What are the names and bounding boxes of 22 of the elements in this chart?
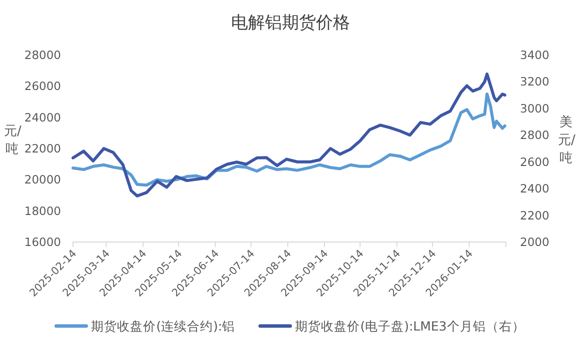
- y-tick-label: 18000: [24, 204, 61, 218]
- y2-tick-label: 2600: [520, 154, 550, 169]
- legend-label: 期货收盘价(电子盘):LME3个月铝（右）: [295, 318, 525, 334]
- y-tick-label: 16000: [24, 235, 61, 249]
- y2-tick-label: 3400: [520, 48, 550, 62]
- y2-axis-title: 美元/吨: [558, 114, 576, 168]
- y-tick-label: 20000: [24, 172, 61, 187]
- y2-tick-label: 3000: [520, 101, 550, 116]
- y2-tick-label: 2000: [520, 235, 550, 249]
- legend-label: 期货收盘价(连续合约):铝: [91, 318, 236, 334]
- y2-tick-label: 3200: [520, 74, 550, 89]
- y2-tick-label: 2800: [520, 128, 550, 142]
- y2-tick-label: 2400: [520, 182, 550, 196]
- line-series: [72, 72, 506, 198]
- y-tick-label: 26000: [24, 79, 61, 94]
- y-axis-title: 元/吨: [4, 123, 22, 159]
- y-tick-label: 24000: [24, 110, 61, 124]
- y-tick-label: 22000: [24, 142, 61, 156]
- y-tick-label: 28000: [24, 48, 61, 62]
- line-series: [72, 92, 506, 187]
- chart-title: 电解铝期货价格: [231, 13, 350, 33]
- y2-tick-label: 2200: [520, 208, 550, 222]
